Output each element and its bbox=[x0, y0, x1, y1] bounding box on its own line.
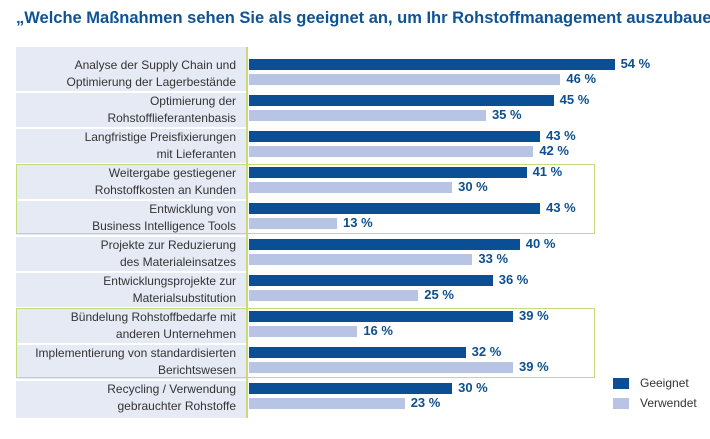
value-label: 43 % bbox=[546, 200, 576, 215]
legend-swatch bbox=[613, 398, 629, 409]
value-label: 39 % bbox=[519, 359, 549, 374]
bar-verwendet bbox=[249, 110, 486, 121]
legend-label: Geeignet bbox=[640, 376, 689, 390]
bar-verwendet bbox=[249, 290, 419, 301]
group-separator bbox=[16, 199, 247, 201]
bar-geeignet bbox=[249, 203, 541, 214]
category-label: Recycling / Verwendung gebrauchter Rohst… bbox=[107, 382, 236, 413]
group-separator bbox=[16, 343, 247, 345]
category-label: Entwicklung von Business Intelligence To… bbox=[92, 202, 236, 233]
value-label: 13 % bbox=[343, 215, 373, 230]
category-label: Weitergabe gestiegener Rohstoffkosten an… bbox=[94, 166, 236, 197]
bar-geeignet bbox=[249, 383, 453, 394]
group-separator bbox=[16, 271, 247, 273]
axis-line bbox=[246, 47, 248, 418]
category-label: Analyse der Supply Chain und Optimierung… bbox=[66, 58, 236, 89]
bar-verwendet bbox=[249, 326, 358, 337]
value-label: 16 % bbox=[363, 323, 393, 338]
legend-label: Verwendet bbox=[640, 396, 697, 410]
category-label: Optimierung der Rohstofflieferantenbasis bbox=[107, 94, 236, 125]
bar-verwendet bbox=[249, 362, 514, 373]
value-label: 42 % bbox=[539, 143, 569, 158]
value-label: 45 % bbox=[559, 92, 590, 107]
bar-geeignet bbox=[249, 275, 493, 286]
category-label: Projekte zur Reduzierung des Materialein… bbox=[100, 238, 236, 269]
bar-verwendet bbox=[249, 182, 453, 193]
value-label: 23 % bbox=[410, 395, 441, 410]
value-label: 40 % bbox=[525, 236, 556, 251]
highlight-box bbox=[16, 164, 595, 234]
bar-geeignet bbox=[249, 311, 514, 322]
group-separator bbox=[16, 127, 247, 129]
value-label: 54 % bbox=[620, 56, 651, 71]
value-label: 25 % bbox=[424, 287, 454, 302]
category-label: Entwicklungsprojekte zur Materialsubstit… bbox=[103, 274, 236, 305]
bar-geeignet bbox=[249, 239, 520, 250]
bar-geeignet bbox=[249, 95, 554, 106]
bar-verwendet bbox=[249, 74, 561, 85]
value-label: 41 % bbox=[532, 164, 563, 179]
legend-swatch bbox=[613, 378, 629, 389]
bar-verwendet bbox=[249, 218, 337, 229]
value-label: 36 % bbox=[498, 272, 529, 287]
bar-verwendet bbox=[249, 146, 534, 157]
value-label: 30 % bbox=[458, 380, 488, 395]
bar-verwendet bbox=[249, 254, 473, 265]
value-label: 39 % bbox=[519, 308, 549, 323]
bar-verwendet bbox=[249, 398, 405, 409]
group-separator bbox=[16, 235, 247, 237]
chart-title: „Welche Maßnahmen sehen Sie als geeignet… bbox=[16, 9, 710, 27]
bar-geeignet bbox=[249, 167, 527, 178]
value-label: 30 % bbox=[458, 179, 488, 194]
category-label: Implementierung von standardisierten Ber… bbox=[35, 346, 236, 377]
bar-geeignet bbox=[249, 347, 466, 358]
category-label: Bündelung Rohstoffbedarfe mit anderen Un… bbox=[70, 310, 236, 341]
value-label: 33 % bbox=[478, 251, 509, 266]
value-label: 32 % bbox=[471, 344, 502, 359]
value-label: 46 % bbox=[566, 71, 597, 86]
value-label: 43 % bbox=[546, 128, 576, 143]
label-panel bbox=[16, 47, 247, 418]
category-label: Langfristige Preisfixierungen mit Liefer… bbox=[84, 130, 236, 161]
highlight-box bbox=[16, 308, 595, 378]
value-label: 35 % bbox=[491, 107, 522, 122]
bar-geeignet bbox=[249, 59, 615, 70]
group-separator bbox=[16, 91, 247, 93]
bar-geeignet bbox=[249, 131, 541, 142]
group-separator bbox=[16, 379, 247, 381]
